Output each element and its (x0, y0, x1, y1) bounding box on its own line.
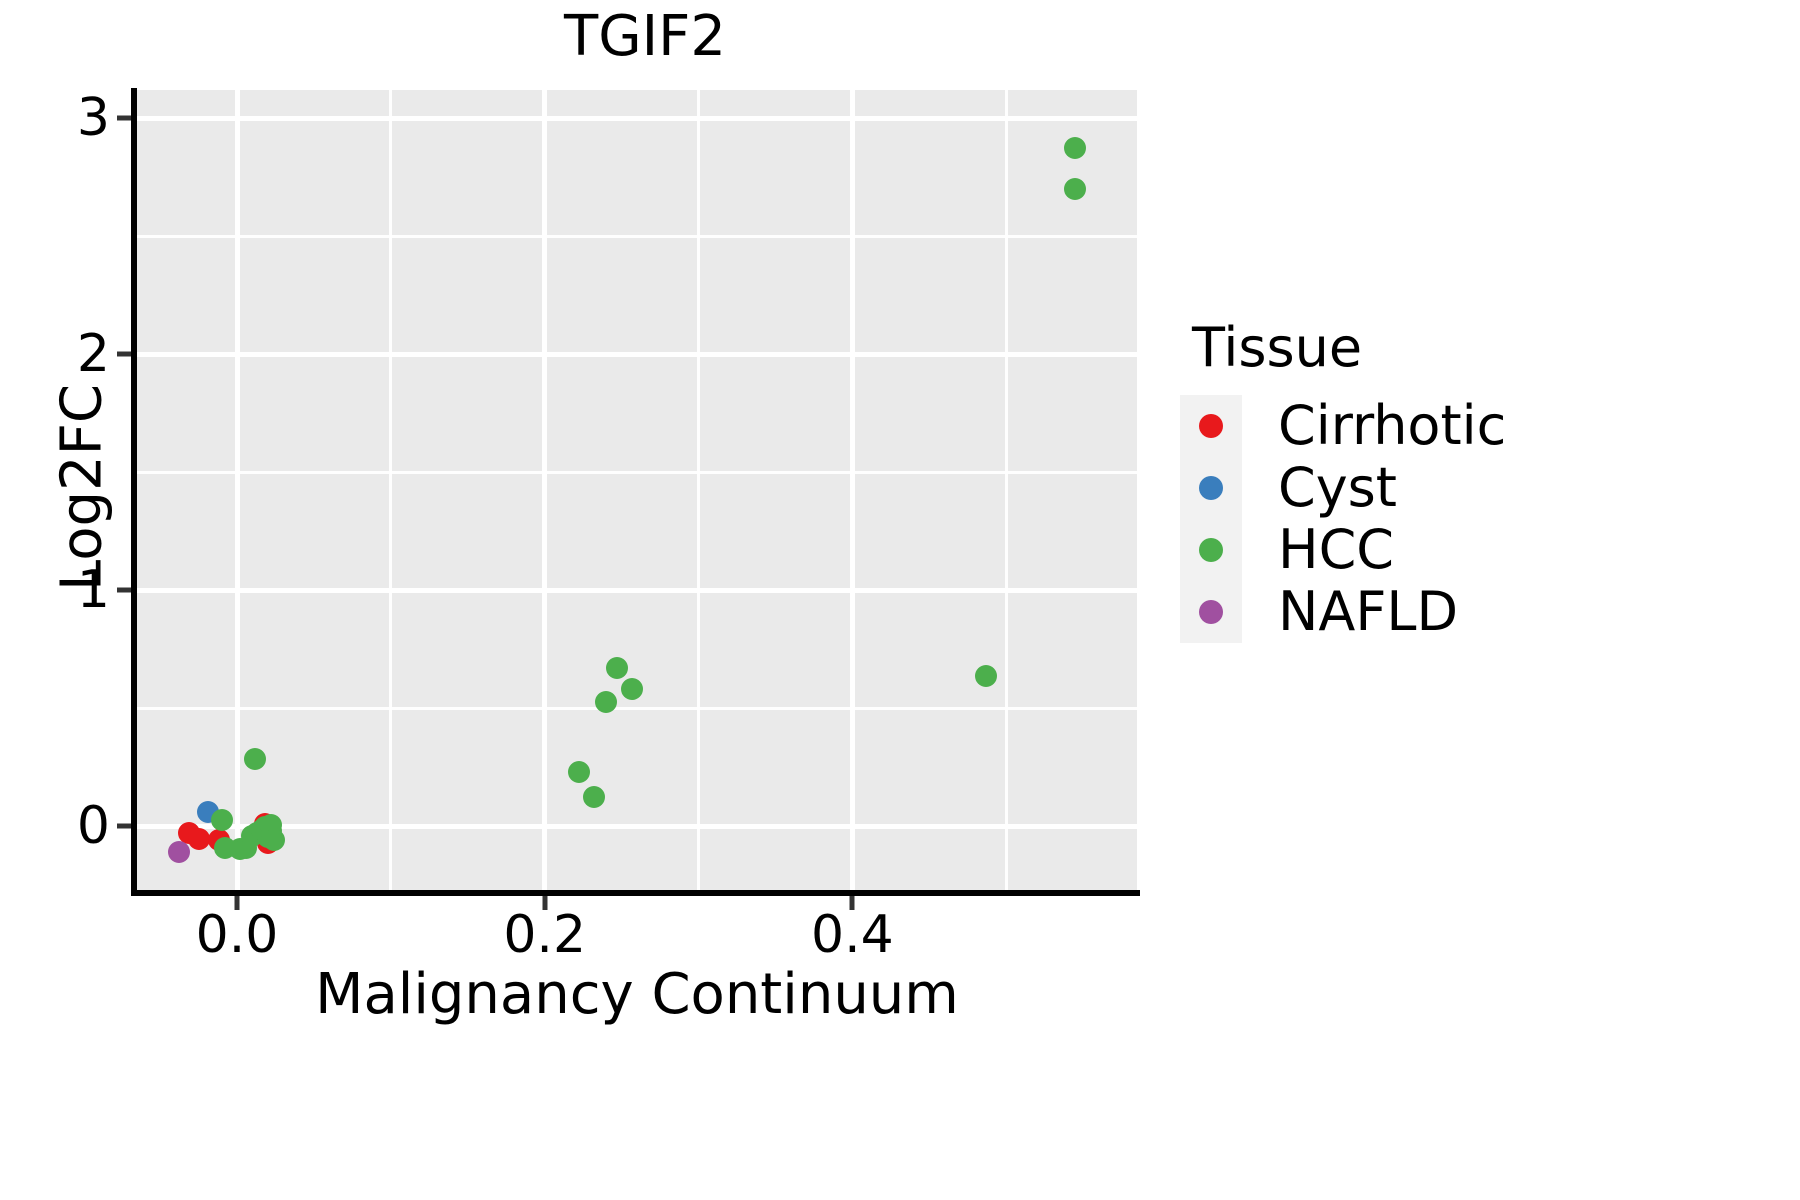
legend-title: Tissue (1192, 316, 1363, 379)
legend-items: Cirrhotic Cyst HCC NAFLD (1180, 394, 1780, 644)
data-point-hcc (567, 761, 590, 783)
page-title: TGIF2 (564, 4, 726, 69)
legend-dot-icon (1199, 414, 1223, 439)
legend-key-swatch (1180, 457, 1242, 520)
data-point-hcc (262, 829, 285, 852)
y-axis-line (131, 88, 137, 894)
legend-item-cirrhotic[interactable]: Cirrhotic (1180, 394, 1780, 458)
x-tick-label: 0.4 (811, 905, 894, 965)
data-point-hcc (621, 678, 644, 701)
minor-gridline-horizontal (137, 234, 1137, 238)
y-tick-mark (117, 115, 131, 121)
minor-gridline-vertical (697, 90, 701, 890)
gridline-horizontal (137, 351, 1137, 357)
gridline-vertical (542, 90, 548, 890)
data-point-hcc (595, 691, 618, 714)
data-point-hcc (606, 657, 628, 680)
minor-gridline-horizontal (137, 470, 1137, 474)
plot-panel (137, 90, 1137, 890)
data-point-cirrhotic (187, 828, 210, 851)
y-tick-mark (117, 823, 131, 829)
data-point-hcc (582, 785, 605, 808)
legend-dot-icon (1199, 476, 1223, 501)
gridline-horizontal (137, 115, 1137, 121)
legend-item-label: Cyst (1278, 456, 1397, 520)
x-axis-label: Malignancy Continuum (315, 962, 959, 1027)
gridline-vertical (849, 90, 855, 890)
legend-item-cyst[interactable]: Cyst (1180, 456, 1780, 520)
data-point-nafld (167, 841, 190, 864)
legend-item-nafld[interactable]: NAFLD (1180, 580, 1780, 644)
x-tick-label: 0.0 (195, 905, 279, 965)
y-tick-mark (117, 351, 131, 357)
x-tick-mark (234, 896, 240, 910)
legend-key-swatch (1180, 519, 1242, 582)
legend-dot-icon (1199, 538, 1223, 563)
data-point-hcc (244, 748, 267, 771)
x-axis-line (131, 890, 1140, 896)
legend-item-label: HCC (1278, 518, 1395, 582)
gridline-vertical (234, 90, 240, 890)
legend-item-label: NAFLD (1278, 580, 1459, 644)
minor-gridline-vertical (1004, 90, 1008, 890)
y-tick-label: 0 (76, 796, 110, 857)
x-tick-label: 0.2 (503, 905, 587, 965)
legend-item-hcc[interactable]: HCC (1180, 518, 1780, 582)
legend-dot-icon (1199, 600, 1223, 625)
data-point-hcc (1064, 178, 1087, 201)
y-tick-mark (117, 587, 131, 593)
legend-key-swatch (1180, 395, 1242, 458)
data-point-hcc (210, 808, 233, 831)
legend-key-swatch (1180, 581, 1242, 644)
legend: Tissue Cirrhotic Cyst HCC NAFLD (1180, 316, 1780, 644)
y-tick-label: 1 (76, 560, 110, 621)
y-tick-label: 3 (76, 88, 110, 149)
minor-gridline-horizontal (137, 706, 1137, 710)
gridline-horizontal (137, 823, 1137, 829)
data-point-hcc (1064, 136, 1087, 159)
gridline-horizontal (137, 587, 1137, 593)
legend-item-label: Cirrhotic (1278, 394, 1507, 458)
data-point-hcc (975, 665, 998, 688)
y-tick-label: 2 (76, 324, 110, 385)
minor-gridline-vertical (389, 90, 393, 890)
x-tick-mark (542, 896, 548, 910)
x-tick-mark (849, 896, 855, 910)
y-axis-label: Log2FC (49, 384, 115, 591)
